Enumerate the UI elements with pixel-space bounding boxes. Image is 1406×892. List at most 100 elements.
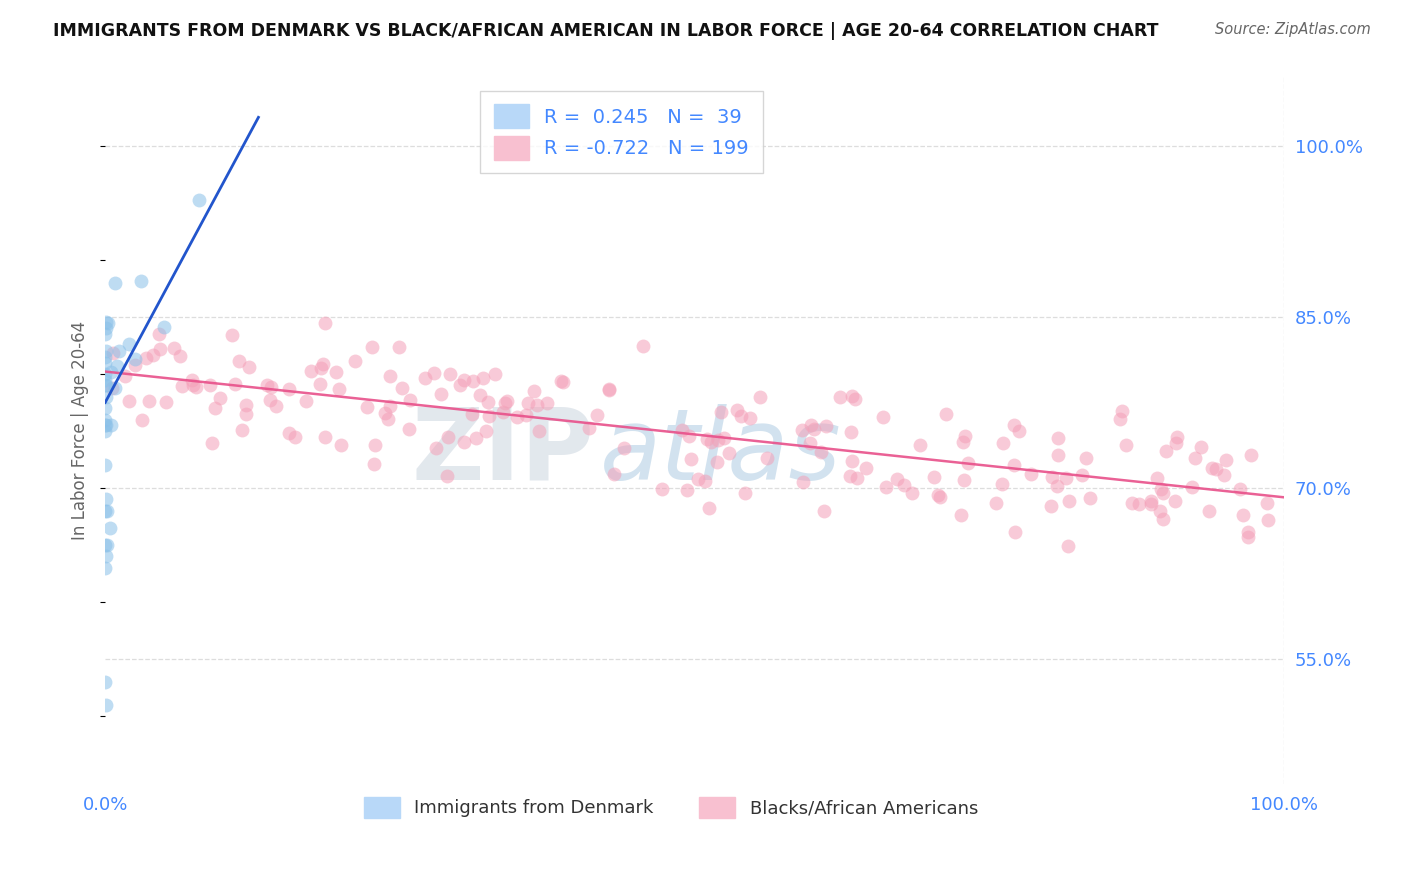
Point [328, 382, 350, 396]
Point [94, 367, 117, 381]
Point [844, 392, 866, 406]
Point [238, 360, 260, 375]
Point [693, 475, 716, 489]
Point [149, 342, 172, 356]
Point [718, 446, 741, 460]
Point [398, 422, 420, 436]
Point [1201, 461, 1223, 475]
Point [295, 393, 318, 408]
Point [453, 374, 475, 388]
Point [1164, 436, 1187, 450]
Point [738, 410, 761, 425]
Point [855, 461, 877, 475]
Point [841, 425, 863, 440]
Point [991, 477, 1014, 491]
Point [792, 475, 814, 490]
Point [169, 349, 191, 363]
Text: atlas: atlas [600, 404, 842, 500]
Text: Source: ZipAtlas.com: Source: ZipAtlas.com [1215, 22, 1371, 37]
Point [94, 492, 117, 507]
Point [527, 424, 550, 438]
Point [181, 378, 204, 392]
Point [1057, 539, 1080, 553]
Point [94, 538, 117, 552]
Point [1215, 452, 1237, 467]
Point [671, 423, 693, 437]
Point [256, 378, 278, 392]
Legend: Immigrants from Denmark, Blacks/African Americans: Immigrants from Denmark, Blacks/African … [357, 789, 986, 825]
Point [388, 340, 411, 354]
Point [697, 500, 720, 515]
Point [299, 364, 322, 378]
Point [94, 373, 117, 387]
Point [374, 406, 396, 420]
Point [363, 458, 385, 472]
Point [100, 417, 122, 432]
Point [800, 418, 823, 433]
Point [312, 357, 335, 371]
Point [1198, 503, 1220, 517]
Point [259, 392, 281, 407]
Point [94, 418, 117, 433]
Point [181, 372, 204, 386]
Point [1237, 524, 1260, 539]
Point [188, 193, 211, 207]
Point [706, 455, 728, 469]
Point [1008, 425, 1031, 439]
Point [461, 407, 484, 421]
Point [94, 326, 117, 341]
Point [201, 436, 224, 450]
Point [344, 354, 367, 368]
Point [1040, 470, 1063, 484]
Point [94, 344, 117, 359]
Point [952, 435, 974, 450]
Point [108, 344, 131, 359]
Point [651, 482, 673, 496]
Point [155, 395, 177, 409]
Point [676, 483, 699, 497]
Point [399, 393, 422, 408]
Point [875, 480, 897, 494]
Point [710, 405, 733, 419]
Point [956, 456, 979, 470]
Point [1164, 493, 1187, 508]
Point [707, 434, 730, 448]
Point [377, 412, 399, 426]
Point [839, 469, 862, 483]
Point [1121, 496, 1143, 510]
Point [314, 429, 336, 443]
Point [478, 409, 501, 424]
Point [1076, 451, 1098, 466]
Point [799, 435, 821, 450]
Point [131, 413, 153, 427]
Point [730, 409, 752, 423]
Point [845, 470, 868, 484]
Point [1071, 468, 1094, 483]
Point [94, 698, 117, 712]
Point [927, 488, 949, 502]
Point [235, 407, 257, 421]
Point [1054, 471, 1077, 485]
Point [105, 359, 128, 374]
Point [810, 445, 832, 459]
Point [725, 403, 748, 417]
Point [908, 438, 931, 452]
Point [124, 358, 146, 372]
Point [1212, 467, 1234, 482]
Point [96, 538, 118, 552]
Point [260, 380, 283, 394]
Point [1146, 471, 1168, 485]
Point [235, 398, 257, 412]
Point [461, 374, 484, 388]
Point [1128, 497, 1150, 511]
Point [928, 490, 950, 504]
Point [1229, 482, 1251, 496]
Point [553, 376, 575, 390]
Point [391, 381, 413, 395]
Point [453, 434, 475, 449]
Point [1181, 480, 1204, 494]
Point [953, 473, 976, 487]
Point [523, 384, 546, 399]
Point [142, 348, 165, 362]
Point [496, 393, 519, 408]
